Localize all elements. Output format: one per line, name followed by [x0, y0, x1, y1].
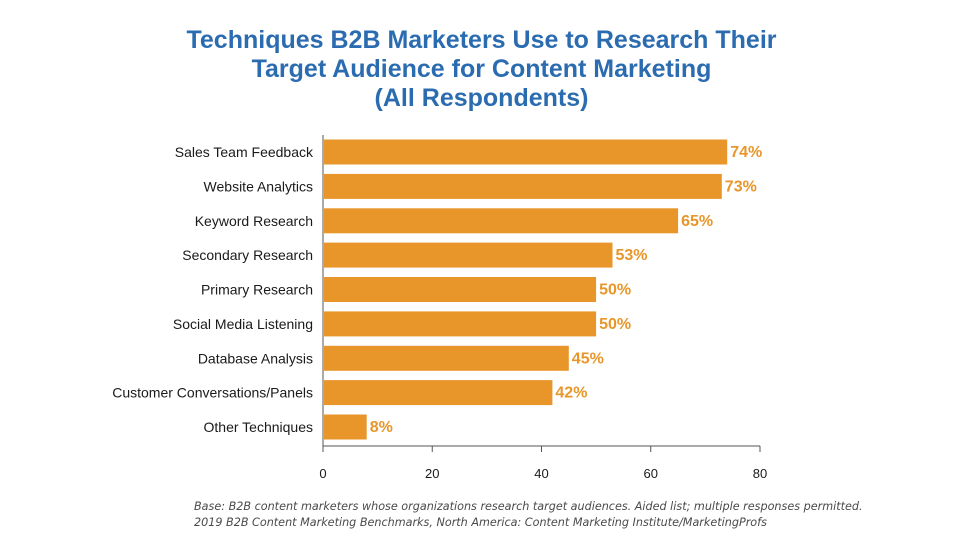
data-label-4: 50%	[599, 282, 631, 299]
footnote-base-line: Base: B2B content marketers whose organi…	[194, 500, 863, 513]
x-tick-label-4: 80	[753, 466, 767, 481]
chart-title: Techniques B2B Marketers Use to Research…	[0, 26, 963, 113]
chart-title-line-1: Techniques B2B Marketers Use to Research…	[186, 26, 777, 54]
category-label-5: Social Media Listening	[173, 316, 313, 332]
data-label-2: 65%	[681, 213, 713, 230]
category-label-8: Other Techniques	[204, 419, 313, 435]
bar-1	[324, 173, 722, 199]
bar-6	[324, 345, 569, 371]
category-label-6: Database Analysis	[198, 350, 313, 366]
x-tick-label-1: 20	[425, 466, 439, 481]
data-label-7: 42%	[555, 385, 587, 402]
bar-0	[324, 139, 728, 165]
bar-2	[324, 208, 679, 234]
chart-title-line-3: (All Respondents)	[374, 84, 589, 112]
category-label-1: Website Analytics	[204, 178, 313, 194]
bar-5	[324, 311, 597, 337]
data-label-3: 53%	[616, 247, 648, 264]
category-label-2: Keyword Research	[195, 213, 313, 229]
data-label-5: 50%	[599, 316, 631, 333]
category-label-0: Sales Team Feedback	[175, 144, 314, 160]
chart-title-line-2: Target Audience for Content Marketing	[251, 55, 712, 83]
chart-footnote: Base: B2B content marketers whose organi…	[194, 499, 934, 531]
bar-4	[324, 277, 597, 302]
x-tick-label-3: 60	[644, 466, 658, 481]
bar-7	[324, 380, 553, 406]
x-tick-label-0: 0	[319, 466, 326, 481]
footnote-source-line: 2019 B2B Content Marketing Benchmarks, N…	[194, 516, 767, 529]
bar-8	[324, 414, 367, 440]
data-label-0: 74%	[730, 144, 762, 161]
data-label-6: 45%	[572, 350, 604, 367]
x-tick-label-2: 40	[534, 466, 548, 481]
category-label-4: Primary Research	[201, 282, 313, 298]
data-label-1: 73%	[725, 178, 757, 195]
category-label-3: Secondary Research	[182, 247, 313, 263]
bar-3	[324, 242, 613, 268]
category-label-7: Customer Conversations/Panels	[112, 385, 313, 401]
data-label-8: 8%	[370, 419, 393, 436]
